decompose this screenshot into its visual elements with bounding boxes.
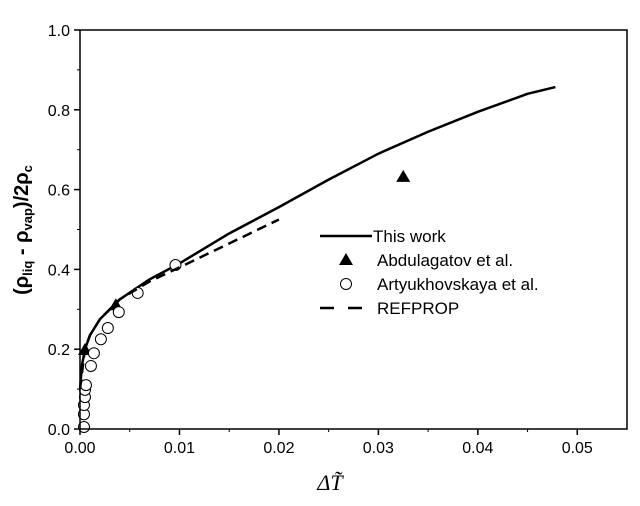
data-point bbox=[94, 333, 107, 346]
legend-label: Artyukhovskaya et al. bbox=[377, 275, 539, 294]
y-tick-label: 0.8 bbox=[48, 103, 70, 120]
y-tick-label: 0.6 bbox=[48, 183, 70, 200]
axes: 0.00 0.01 0.02 0.03 0.04 0.05 0.0 0.2 0.4 0.6 0.8 1… bbox=[48, 23, 628, 457]
legend-label: REFPROP bbox=[377, 299, 459, 318]
data-point bbox=[396, 169, 411, 182]
y-tick-label: 1.0 bbox=[48, 23, 70, 40]
legend-marker bbox=[340, 278, 352, 290]
plot-area bbox=[77, 85, 556, 434]
legend-label: Abdulagatov et al. bbox=[377, 251, 513, 270]
y-tick-label: 0.0 bbox=[48, 422, 70, 439]
y-axis-label: (ρliq - ρvap)/2ρc bbox=[11, 165, 35, 295]
data-point bbox=[84, 359, 97, 372]
y-tick-label: 0.4 bbox=[48, 262, 70, 279]
series-refprop-line bbox=[78, 218, 280, 390]
x-tick-label: 0.05 bbox=[562, 440, 593, 457]
legend-marker bbox=[339, 253, 353, 265]
x-tick-label: 0.03 bbox=[363, 440, 394, 457]
x-tick-label: 0.00 bbox=[64, 440, 95, 457]
y-tick-label: 0.2 bbox=[48, 342, 70, 359]
x-tick-label: 0.04 bbox=[462, 440, 493, 457]
legend: This work Abdulagatov et al. Artyukhovskay… bbox=[320, 227, 539, 318]
data-point bbox=[131, 286, 144, 299]
x-tick-label: 0.02 bbox=[263, 440, 294, 457]
legend-label: This work bbox=[373, 227, 446, 246]
data-point bbox=[77, 421, 90, 434]
x-tick-label: 0.01 bbox=[164, 440, 195, 457]
data-point bbox=[112, 306, 125, 319]
x-axis-label: ΔT̃ bbox=[316, 470, 344, 495]
data-point bbox=[87, 347, 100, 360]
series-this-work-line bbox=[78, 85, 556, 390]
data-point bbox=[101, 322, 114, 335]
